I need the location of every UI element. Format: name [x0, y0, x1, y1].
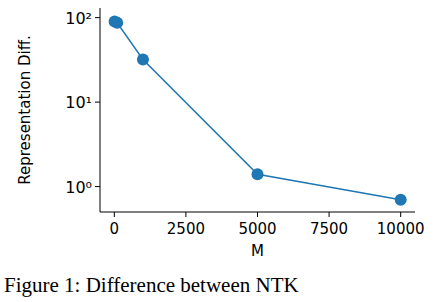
x-axis-label: M — [251, 242, 264, 260]
x-tick — [329, 212, 330, 217]
y-tick — [95, 17, 100, 18]
chart: 0 2500 5000 7500 10000 10⁰ 10¹ 10² M Representati… — [0, 0, 434, 302]
y-tick-label: 10⁰ — [65, 178, 92, 197]
chart-root: 0 2500 5000 7500 10000 10⁰ 10¹ 10² M Representati… — [0, 0, 434, 302]
y-tick-label: 10¹ — [65, 93, 92, 112]
x-tick-label: 5000 — [238, 220, 276, 238]
y-tick — [95, 102, 100, 103]
x-tick-label: 2500 — [167, 220, 205, 238]
y-tick — [95, 186, 100, 187]
x-tick — [400, 212, 401, 217]
x-tick — [257, 212, 258, 217]
x-tick — [185, 212, 186, 217]
x-tick — [114, 212, 115, 217]
caption: Figure 1: Difference between NTK — [4, 273, 299, 297]
y-axis — [100, 8, 101, 212]
marker — [137, 53, 149, 65]
marker — [111, 17, 123, 29]
plot-area — [109, 15, 407, 205]
y-axis-label: Representation Diff. — [16, 35, 34, 185]
x-tick-label: 10000 — [377, 220, 425, 238]
y-tick-label: 10² — [65, 9, 92, 28]
marker — [395, 194, 407, 206]
x-tick-label: 0 — [110, 220, 120, 238]
x-tick-label: 7500 — [310, 220, 348, 238]
marker — [252, 168, 264, 180]
line — [115, 21, 401, 199]
